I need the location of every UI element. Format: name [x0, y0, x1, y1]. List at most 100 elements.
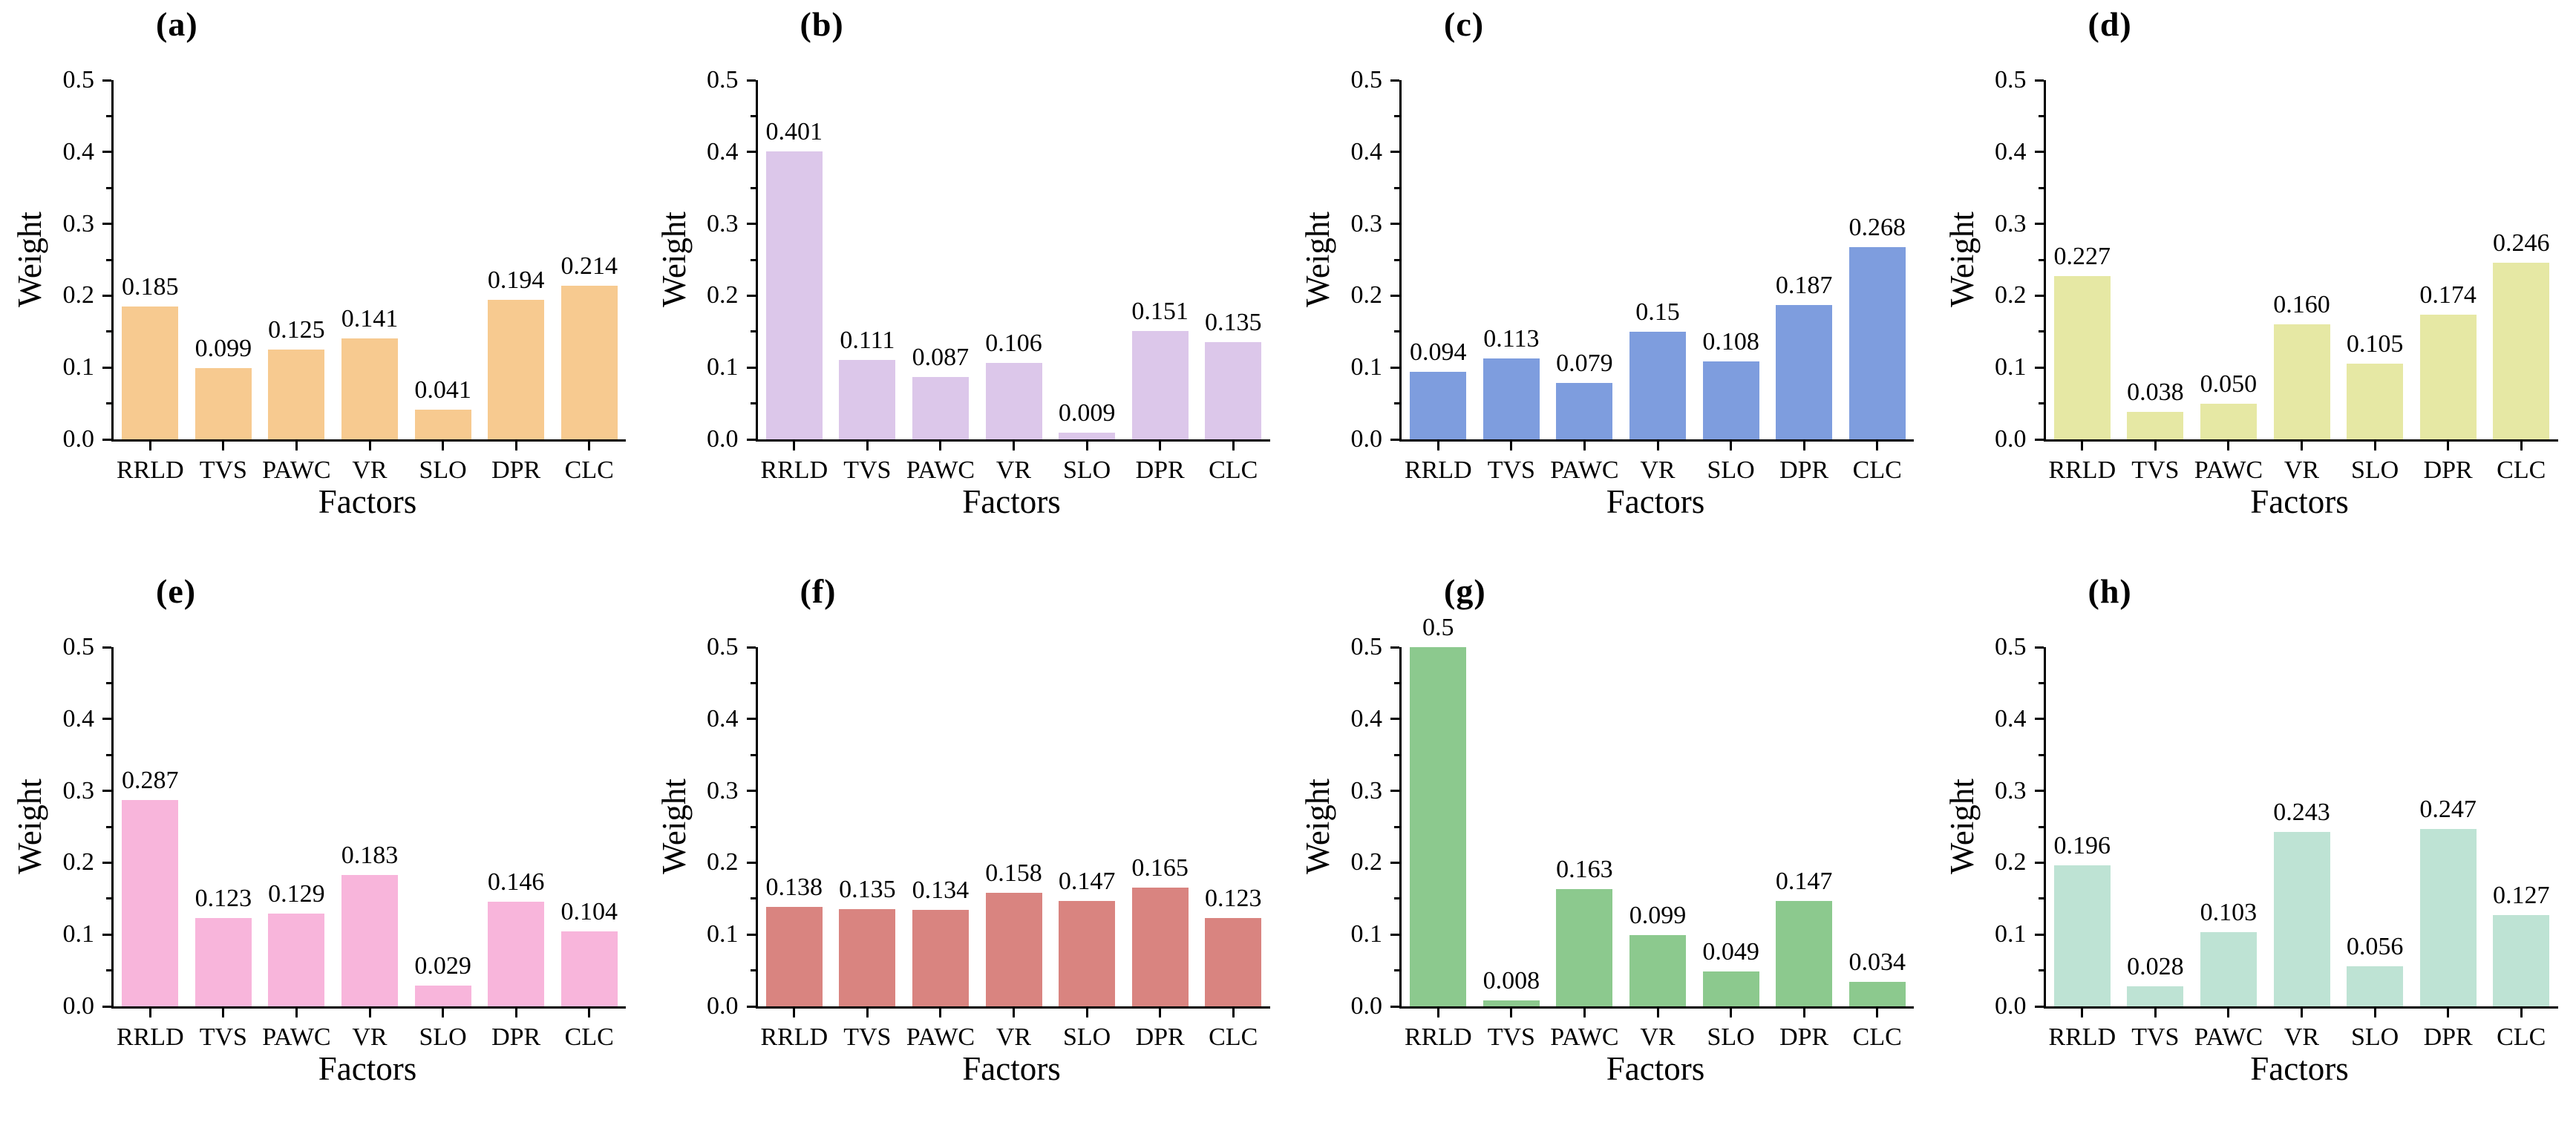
y-minor-tick-mark: [750, 681, 756, 684]
plot-area: 0.0 0.1 0.2 0.3 0.4 0.5 0.287 RRLD 0.123 TVS 0.129…: [63, 633, 626, 1051]
panel-label: (a): [156, 5, 198, 43]
bar: [839, 909, 896, 1006]
y-major-tick-mark: [2034, 790, 2044, 793]
panel-label: (h): [2088, 572, 2132, 610]
x-tick-mark: [222, 1009, 225, 1017]
y-minor-tick-mark: [1394, 753, 1399, 756]
bar-value-label: 0.106: [985, 330, 1042, 358]
x-tick-label: PAWC: [262, 1023, 331, 1051]
bar-value-label: 0.174: [2419, 281, 2477, 309]
x-tick-mark: [2373, 442, 2376, 450]
x-tick-mark: [148, 442, 151, 450]
bar-value-label: 0.123: [1204, 884, 1262, 912]
bar-value-label: 0.105: [2346, 330, 2404, 358]
y-major-tick-mark: [102, 366, 111, 369]
y-major-tick-mark: [746, 294, 756, 297]
bar-value-label: 0.103: [2200, 899, 2258, 927]
bar-value-label: 0.268: [1848, 213, 1906, 241]
bar: [268, 914, 325, 1006]
bar: [122, 800, 179, 1006]
y-tick-label: 0.3: [62, 209, 95, 237]
x-tick-label: RRLD: [2048, 1023, 2116, 1051]
bar-value-label: 0.134: [912, 876, 970, 905]
x-tick-label: VR: [1640, 1023, 1676, 1051]
x-tick-label: CLC: [2497, 1023, 2546, 1051]
y-tick-label: 0.1: [1995, 353, 2027, 381]
y-major-tick-mark: [2034, 366, 2044, 369]
chart-panel: (c) Weight 0.0 0.1 0.2 0.3 0.4 0.5 0.094 RRLD 0.…: [1288, 0, 1932, 567]
y-tick-label: 0.2: [62, 848, 95, 876]
y-major-tick-mark: [2034, 933, 2044, 936]
x-tick-mark: [295, 442, 298, 450]
bar: [1131, 888, 1189, 1006]
y-major-tick-mark: [102, 718, 111, 721]
y-tick-label: 0.0: [1995, 992, 2027, 1020]
y-tick-label: 0.1: [707, 353, 739, 381]
bar: [1556, 382, 1613, 439]
x-tick-label: RRLD: [760, 1023, 828, 1051]
y-major-tick-mark: [1390, 438, 1399, 441]
y-tick-label: 0.2: [1995, 281, 2027, 309]
x-tick-mark: [2520, 442, 2523, 450]
x-tick-mark: [588, 442, 591, 450]
chart-panel: (h) Weight 0.0 0.1 0.2 0.3 0.4 0.5 0.196 RRLD 0.…: [1932, 567, 2576, 1134]
x-tick-mark: [1656, 1009, 1659, 1017]
y-major-tick-mark: [1390, 646, 1399, 649]
x-tick-label: TVS: [1487, 1023, 1535, 1051]
x-tick-label: DPR: [1135, 1023, 1185, 1051]
y-tick-label: 0.4: [1350, 137, 1383, 165]
bar-value-label: 0.034: [1848, 948, 1906, 977]
x-tick-mark: [866, 1009, 869, 1017]
bar: [1629, 331, 1686, 439]
bar-value-label: 0.227: [2053, 243, 2111, 271]
x-tick-mark: [1730, 1009, 1733, 1017]
panel-label: (d): [2088, 5, 2132, 43]
bar-value-label: 0.247: [2419, 795, 2477, 823]
bar: [765, 151, 823, 439]
x-tick-mark: [1583, 1009, 1586, 1017]
x-tick-label: CLC: [1852, 456, 1902, 484]
x-axis-title: Factors: [1606, 483, 1705, 520]
y-minor-tick-mark: [2038, 186, 2044, 189]
plot-area: 0.0 0.1 0.2 0.3 0.4 0.5 0.196 RRLD 0.028 TVS 0.103…: [1995, 633, 2558, 1051]
bar-value-label: 0.163: [1556, 856, 1613, 884]
y-major-tick-mark: [746, 151, 756, 154]
x-tick-label: CLC: [564, 1023, 614, 1051]
y-minor-tick-mark: [750, 330, 756, 333]
x-tick-label: RRLD: [116, 456, 184, 484]
bar-value-label: 0.194: [487, 266, 545, 295]
y-major-tick-mark: [1390, 933, 1399, 936]
y-major-tick-mark: [746, 718, 756, 721]
bar: [839, 359, 896, 439]
y-minor-tick-mark: [1394, 825, 1399, 828]
y-major-tick-mark: [746, 366, 756, 369]
bar-value-label: 0.129: [268, 880, 325, 908]
y-minor-tick-mark: [1394, 186, 1399, 189]
bar: [414, 410, 471, 439]
bar-value-label: 0.185: [122, 272, 179, 301]
bar: [2493, 262, 2550, 439]
x-tick-mark: [1876, 1009, 1879, 1017]
x-tick-mark: [793, 1009, 796, 1017]
y-major-tick-mark: [2034, 718, 2044, 721]
y-major-tick-mark: [102, 1005, 111, 1008]
y-axis-title: Weight: [1943, 212, 1981, 308]
x-tick-label: CLC: [2497, 456, 2546, 484]
x-tick-label: TVS: [2131, 456, 2180, 484]
bar: [1482, 1000, 1540, 1006]
bar-value-label: 0.147: [1775, 867, 1833, 895]
y-major-tick-mark: [746, 223, 756, 226]
plot-area: 0.0 0.1 0.2 0.3 0.4 0.5 0.094 RRLD 0.113 TVS 0.079…: [1351, 66, 1914, 484]
y-tick-label: 0.2: [1350, 281, 1383, 309]
bar-value-label: 0.127: [2492, 882, 2550, 910]
x-tick-label: DPR: [1779, 456, 1829, 484]
y-major-tick-mark: [102, 79, 111, 82]
bar-value-label: 0.5: [1422, 614, 1454, 641]
y-tick-label: 0.5: [62, 66, 95, 94]
y-minor-tick-mark: [2038, 825, 2044, 828]
y-tick-label: 0.3: [1995, 209, 2027, 237]
x-tick-label: PAWC: [906, 456, 975, 484]
x-tick-mark: [295, 1009, 298, 1017]
bar: [1482, 358, 1540, 439]
bar: [122, 306, 179, 439]
